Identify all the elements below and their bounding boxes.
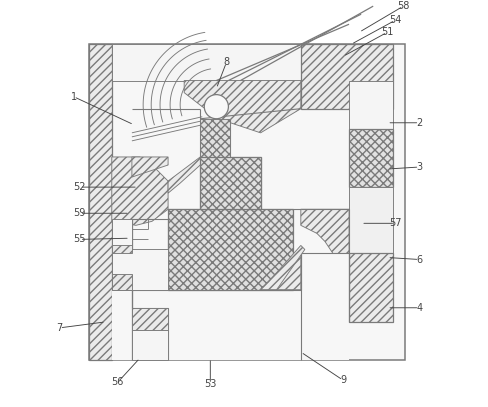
Polygon shape xyxy=(260,254,300,290)
Bar xyxy=(112,290,348,360)
Text: 51: 51 xyxy=(380,27,393,37)
Bar xyxy=(200,119,230,157)
Bar xyxy=(112,245,132,254)
Bar xyxy=(112,249,168,290)
Text: 9: 9 xyxy=(339,375,346,385)
Polygon shape xyxy=(260,245,304,290)
Bar xyxy=(348,129,392,187)
Bar xyxy=(132,330,168,360)
Text: 8: 8 xyxy=(223,57,229,68)
Text: 1: 1 xyxy=(70,92,77,102)
Text: 52: 52 xyxy=(73,182,86,192)
Circle shape xyxy=(204,94,228,119)
Text: 4: 4 xyxy=(416,303,422,313)
Bar xyxy=(348,254,392,322)
Bar xyxy=(200,157,260,209)
Bar xyxy=(132,308,168,330)
Text: 54: 54 xyxy=(388,15,401,25)
Polygon shape xyxy=(132,157,168,177)
Text: 59: 59 xyxy=(73,208,85,218)
Text: 53: 53 xyxy=(203,379,216,389)
Bar xyxy=(348,187,392,254)
Polygon shape xyxy=(112,157,168,225)
Polygon shape xyxy=(184,81,300,133)
Text: 57: 57 xyxy=(388,218,401,228)
Text: 2: 2 xyxy=(415,118,422,128)
Text: 3: 3 xyxy=(416,162,422,172)
Bar xyxy=(348,81,392,129)
Bar xyxy=(168,209,292,290)
Text: 56: 56 xyxy=(111,377,124,387)
Text: 7: 7 xyxy=(56,323,62,333)
Text: 55: 55 xyxy=(73,234,86,244)
Bar xyxy=(112,274,132,290)
Text: 58: 58 xyxy=(396,1,409,11)
Polygon shape xyxy=(168,117,224,193)
Bar xyxy=(112,219,132,249)
Polygon shape xyxy=(300,209,348,254)
Text: 6: 6 xyxy=(416,254,422,265)
Bar xyxy=(300,44,392,109)
Bar xyxy=(89,44,112,360)
Bar xyxy=(89,44,405,360)
Bar xyxy=(112,44,365,81)
